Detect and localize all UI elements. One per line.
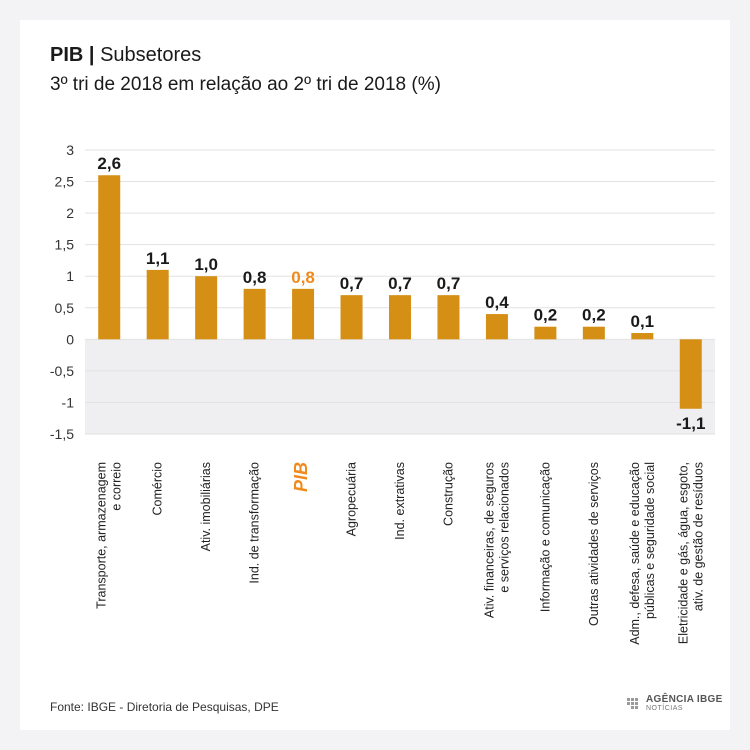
- data-label: 0,1: [630, 312, 654, 331]
- y-tick-label: 3: [66, 142, 74, 158]
- bar: [146, 269, 169, 340]
- x-tick-label: Ind. extrativas: [393, 462, 407, 540]
- x-tick-label: Comércio: [151, 462, 165, 516]
- bar: [631, 333, 654, 340]
- data-label: 2,6: [97, 154, 121, 173]
- x-tick-label-line: Ind. extrativas: [393, 462, 407, 540]
- x-tick-label-line: Comércio: [151, 462, 165, 516]
- x-tick-label: Ativ. imobiliárias: [199, 462, 213, 551]
- x-tick-label: Ind. de transformação: [248, 462, 262, 584]
- x-tick-label-line: Ativ. imobiliárias: [199, 462, 213, 551]
- data-label: 0,2: [534, 306, 558, 325]
- x-tick-label: Eletricidade e gás, água, esgoto, ativ. d…: [676, 462, 705, 644]
- y-tick-label: 1: [66, 268, 74, 284]
- x-tick-label-line: Adm., defesa, saúde e educação: [628, 462, 642, 645]
- x-tick-label-line: Outras atividades de serviços: [587, 462, 601, 626]
- x-tick-label-line: PIB: [291, 462, 311, 492]
- x-tick-label-line: ativ. de gestão de resíduos: [691, 462, 705, 611]
- x-tick-label: Adm., defesa, saúde e educação públicas e…: [628, 462, 657, 645]
- x-tick-label-line: Construção: [441, 462, 455, 526]
- y-tick-label: 2,5: [55, 174, 75, 190]
- page-title: PIB | Subsetores: [50, 44, 201, 67]
- data-label: 0,7: [340, 274, 364, 293]
- ibge-logo-icon: [627, 698, 638, 709]
- data-label: 0,4: [485, 293, 509, 312]
- y-tick-label: -1: [62, 394, 75, 410]
- bar: [292, 288, 315, 340]
- y-tick-label: -0,5: [50, 363, 74, 379]
- y-tick-label: 0: [66, 331, 74, 347]
- x-tick-label-line: Agropecuária: [345, 462, 359, 536]
- y-tick-label: 2: [66, 205, 74, 221]
- title-bold: PIB |: [50, 44, 95, 66]
- source-note: Fonte: IBGE - Diretoria de Pesquisas, DP…: [50, 700, 279, 714]
- data-label: 1,1: [146, 249, 170, 268]
- bar: [582, 326, 605, 340]
- bar: [389, 295, 411, 340]
- x-tick-label: Outras atividades de serviços: [587, 462, 601, 626]
- x-tick-label-line: Informação e comunicação: [538, 462, 552, 612]
- data-label: 0,7: [437, 274, 461, 293]
- bar: [679, 339, 702, 409]
- logo-text: AGÊNCIA IBGE: [646, 694, 723, 705]
- x-tick-label: Transporte, armazenagem e correio: [95, 462, 124, 609]
- bar: [534, 326, 557, 340]
- x-tick-label-line: e serviços relacionados: [497, 462, 511, 593]
- y-tick-label: 0,5: [55, 300, 75, 316]
- page-subtitle: 3º tri de 2018 em relação ao 2º tri de 2…: [50, 74, 441, 95]
- x-tick-label: PIB: [291, 462, 311, 492]
- agencia-ibge-logo: AGÊNCIA IBGE NOTÍCIAS: [626, 695, 723, 713]
- data-label: 0,2: [582, 306, 606, 325]
- bar: [485, 314, 508, 340]
- x-tick-label: Ativ. financeiras, de seguros e serviços …: [482, 462, 511, 618]
- x-tick-label-line: Eletricidade e gás, água, esgoto,: [676, 462, 690, 644]
- x-tick-label-line: e correio: [110, 462, 124, 511]
- negative-region: [85, 339, 715, 434]
- data-label: -1,1: [676, 414, 705, 433]
- title-rest: Subsetores: [100, 44, 202, 66]
- bar: [437, 295, 460, 340]
- x-tick-label-line: Ind. de transformação: [248, 462, 262, 584]
- bar: [98, 175, 121, 340]
- bar: [340, 295, 363, 340]
- x-tick-label-line: Transporte, armazenagem: [95, 462, 109, 609]
- data-label: 1,0: [194, 255, 218, 274]
- y-tick-label: -1,5: [50, 426, 74, 442]
- bar: [243, 288, 266, 340]
- logo-subtext: NOTÍCIAS: [646, 705, 684, 712]
- data-label: 0,7: [388, 274, 412, 293]
- bar: [195, 276, 218, 340]
- data-label: 0,8: [243, 268, 267, 287]
- x-tick-label: Construção: [441, 462, 455, 526]
- y-tick-label: 1,5: [55, 237, 75, 253]
- data-label: 0,8: [291, 268, 315, 287]
- x-tick-label: Agropecuária: [345, 462, 359, 536]
- x-tick-label: Informação e comunicação: [538, 462, 552, 612]
- x-tick-label-line: Ativ. financeiras, de seguros: [482, 462, 496, 618]
- x-tick-label-line: públicas e seguridade social: [643, 462, 657, 619]
